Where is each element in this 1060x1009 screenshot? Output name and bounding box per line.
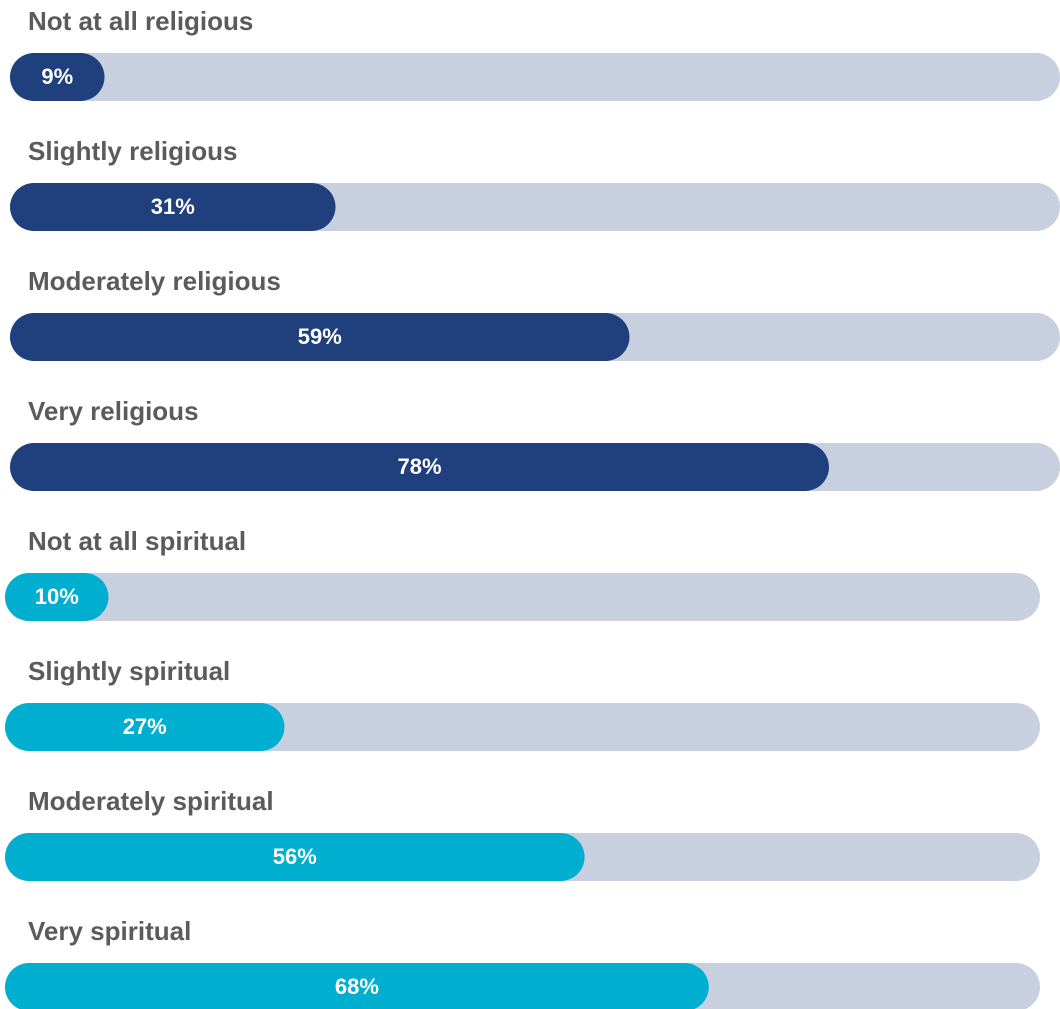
bar [10, 443, 829, 491]
value-label: 10% [35, 584, 79, 609]
bar [10, 313, 630, 361]
bar [5, 703, 285, 751]
bar [10, 183, 336, 231]
bar [5, 963, 709, 1009]
bar-track [5, 573, 1040, 621]
bar [5, 833, 585, 881]
category-label: Slightly spiritual [28, 656, 230, 686]
category-label: Very religious [28, 396, 199, 426]
value-label: 68% [335, 974, 379, 999]
value-label: 59% [298, 324, 342, 349]
category-label: Not at all religious [28, 6, 253, 36]
category-label: Very spiritual [28, 916, 191, 946]
value-label: 9% [41, 64, 73, 89]
category-label: Not at all spiritual [28, 526, 246, 556]
category-label: Slightly religious [28, 136, 237, 166]
value-label: 31% [151, 194, 195, 219]
category-label: Moderately spiritual [28, 786, 274, 816]
value-label: 27% [123, 714, 167, 739]
bar [5, 573, 109, 621]
category-label: Moderately religious [28, 266, 281, 296]
value-label: 56% [273, 844, 317, 869]
value-label: 78% [397, 454, 441, 479]
bar-track [10, 53, 1060, 101]
bar [10, 53, 105, 101]
